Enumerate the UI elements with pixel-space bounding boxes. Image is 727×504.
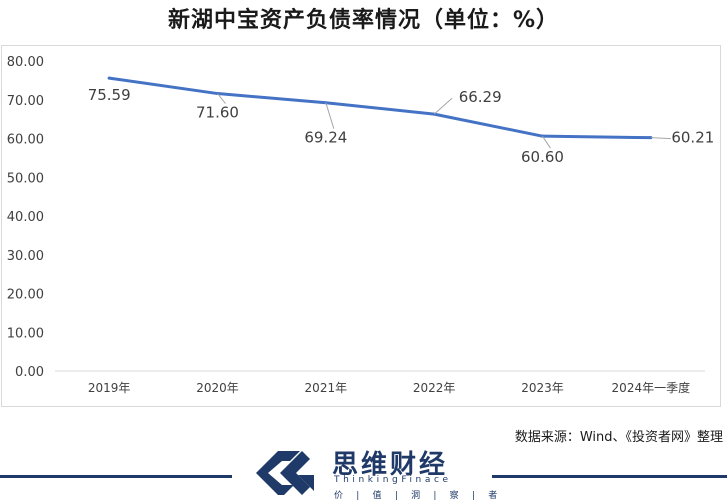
y-tick-label: 80.00 bbox=[7, 55, 44, 70]
x-tick-label: 2022年 bbox=[413, 381, 456, 395]
series-line bbox=[107, 76, 653, 140]
data-label: 71.60 bbox=[196, 104, 239, 122]
data-source-note: 数据来源：Wind、《投资者网》整理 bbox=[514, 430, 723, 445]
y-tick-label: 0.00 bbox=[15, 365, 44, 380]
data-label-leader bbox=[217, 93, 226, 104]
y-tick-label: 30.00 bbox=[7, 249, 44, 264]
data-label-leader bbox=[433, 97, 453, 115]
y-tick-label: 60.00 bbox=[7, 133, 44, 148]
y-tick-label: 50.00 bbox=[7, 171, 44, 186]
y-tick-label: 70.00 bbox=[7, 94, 44, 109]
data-label-leader bbox=[650, 137, 671, 140]
data-label-leader bbox=[542, 135, 551, 149]
brand-name-english: ThinkingFinace bbox=[334, 475, 452, 485]
footer-divider-left bbox=[0, 475, 232, 478]
x-tick-label: 2019年 bbox=[88, 381, 131, 395]
data-point bbox=[107, 76, 111, 80]
brand-logo-icon bbox=[256, 451, 314, 495]
y-tick-label: 20.00 bbox=[7, 288, 44, 303]
brand-name: 思维财经 bbox=[332, 450, 449, 480]
y-tick-label: 10.00 bbox=[7, 326, 44, 341]
data-label-leader bbox=[325, 102, 335, 129]
x-tick-label: 2023年 bbox=[521, 381, 564, 395]
data-label: 66.29 bbox=[459, 88, 502, 106]
x-tick-label: 2024年一季度 bbox=[612, 380, 691, 395]
data-label: 60.21 bbox=[671, 129, 714, 147]
data-label: 75.59 bbox=[88, 86, 131, 104]
x-tick-label: 2021年 bbox=[305, 381, 348, 395]
footer-divider-right bbox=[492, 475, 727, 478]
page-title: 新湖中宝资产负债率情况（单位：%） bbox=[167, 8, 560, 33]
x-tick-label: 2020年 bbox=[196, 381, 239, 395]
data-label: 60.60 bbox=[521, 148, 564, 166]
brand-tagline: 价 | 值 | 洞 | 察 | 者 bbox=[334, 491, 503, 501]
line-chart: 0.00 10.00 20.00 30.00 40.00 50.00 60.00 70.00 8… bbox=[7, 55, 715, 395]
data-label: 69.24 bbox=[304, 129, 347, 147]
y-tick-label: 40.00 bbox=[7, 210, 44, 225]
